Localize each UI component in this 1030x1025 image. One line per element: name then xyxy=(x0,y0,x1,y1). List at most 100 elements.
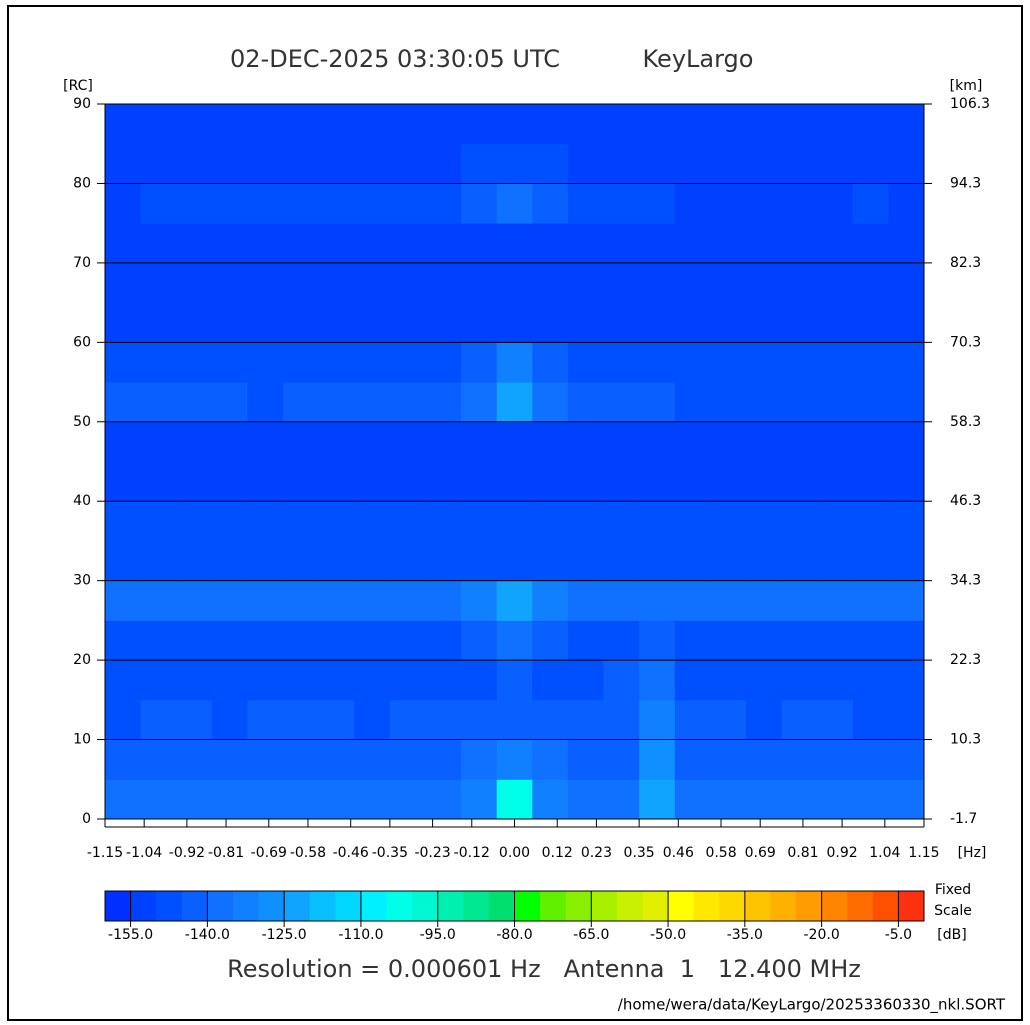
colorbar-segment xyxy=(156,891,183,921)
heat-cell xyxy=(140,660,177,701)
heat-cell xyxy=(283,501,320,542)
heat-cell xyxy=(852,461,889,502)
heat-cell xyxy=(318,699,355,741)
colorbar-segment xyxy=(565,891,592,921)
heat-cell xyxy=(674,580,711,621)
heat-cell xyxy=(425,421,462,462)
heat-cell xyxy=(496,501,533,542)
heat-cell xyxy=(389,223,426,264)
heat-cell xyxy=(781,421,818,462)
heat-cell xyxy=(532,421,569,462)
heat-cell xyxy=(674,660,711,701)
heat-cell xyxy=(140,183,177,224)
heat-cell xyxy=(105,501,142,542)
heat-cell xyxy=(567,540,605,582)
heat-cell xyxy=(176,461,213,502)
heat-cell xyxy=(283,382,320,423)
heat-cell xyxy=(532,223,569,264)
y-tick-label: 80 xyxy=(73,175,91,191)
heat-cell xyxy=(639,262,676,304)
heat-cell xyxy=(318,382,355,423)
heat-cell xyxy=(105,779,142,820)
heat-cell xyxy=(674,262,711,304)
heat-cell xyxy=(852,501,889,542)
y2-tick-label: 106.3 xyxy=(950,96,990,112)
heat-cell xyxy=(674,461,711,502)
heat-cell xyxy=(211,143,248,184)
heat-cell xyxy=(603,302,640,343)
colorbar-segment xyxy=(719,891,746,921)
heat-cell xyxy=(425,779,462,820)
heat-cell xyxy=(354,620,391,661)
heat-cell xyxy=(817,779,854,820)
x-tick-label: 1.04 xyxy=(869,845,900,861)
colorbar-segment xyxy=(591,891,618,921)
heat-cell xyxy=(639,699,676,741)
heat-cell xyxy=(888,580,925,621)
y-tick-label: 40 xyxy=(73,493,91,509)
heat-cell xyxy=(425,660,462,701)
heat-cell xyxy=(461,262,498,304)
heat-cell xyxy=(247,183,284,224)
colorbar-note-box: Fixed Scale xyxy=(934,882,972,919)
heat-cell xyxy=(674,342,711,383)
heat-cell xyxy=(247,223,284,264)
heat-cell xyxy=(888,620,925,661)
heat-cell xyxy=(425,620,462,661)
heat-cell xyxy=(532,699,569,741)
heat-cell xyxy=(852,421,889,462)
x-tick-label: 0.00 xyxy=(499,845,530,861)
heat-cell xyxy=(532,739,569,780)
heat-cell xyxy=(781,104,818,145)
heat-cell xyxy=(532,183,569,224)
x-tick-label: 0.58 xyxy=(705,845,736,861)
heat-cell xyxy=(888,382,925,423)
heat-cell xyxy=(496,223,533,264)
heat-cell xyxy=(211,461,248,502)
heat-cell xyxy=(817,302,854,343)
heat-cell xyxy=(354,421,391,462)
heat-cell xyxy=(247,779,284,820)
heat-cell xyxy=(745,540,783,582)
heat-cell xyxy=(105,183,142,224)
heat-cell xyxy=(461,342,498,383)
heat-cell xyxy=(318,302,355,343)
heat-cell xyxy=(817,580,854,621)
heat-cell xyxy=(140,580,177,621)
heat-cell xyxy=(888,501,925,542)
heat-cell xyxy=(211,223,248,264)
heat-cell xyxy=(140,620,177,661)
heat-cell xyxy=(247,580,284,621)
heat-cell xyxy=(888,461,925,502)
heat-cell xyxy=(425,699,462,741)
heat-cell xyxy=(389,382,426,423)
heat-cell xyxy=(211,342,248,383)
heat-cell xyxy=(567,262,605,304)
heat-cell xyxy=(710,262,747,304)
heat-cell xyxy=(745,104,783,145)
heat-cell xyxy=(211,183,248,224)
y2-tick-label: 94.3 xyxy=(950,175,981,191)
heat-cell xyxy=(461,143,498,184)
colorbar-tick-label: -140.0 xyxy=(185,927,230,943)
heat-cell xyxy=(247,620,284,661)
heat-cell xyxy=(389,699,426,741)
heat-cell xyxy=(283,580,320,621)
heat-cell xyxy=(888,302,925,343)
heat-cell xyxy=(354,382,391,423)
heat-cell xyxy=(710,382,747,423)
heat-cell xyxy=(496,660,533,701)
heat-cell xyxy=(710,540,747,582)
heat-cell xyxy=(674,779,711,820)
chart-title: 02-DEC-2025 03:30:05 UTC xyxy=(230,45,560,73)
heat-cell xyxy=(496,262,533,304)
heat-cell xyxy=(283,223,320,264)
heat-cell xyxy=(532,660,569,701)
heat-cell xyxy=(176,143,213,184)
heat-cell xyxy=(817,143,854,184)
heat-cell xyxy=(389,461,426,502)
heat-cell xyxy=(674,540,711,582)
heat-cell xyxy=(211,699,248,741)
heat-cell xyxy=(461,104,498,145)
heat-cell xyxy=(710,620,747,661)
